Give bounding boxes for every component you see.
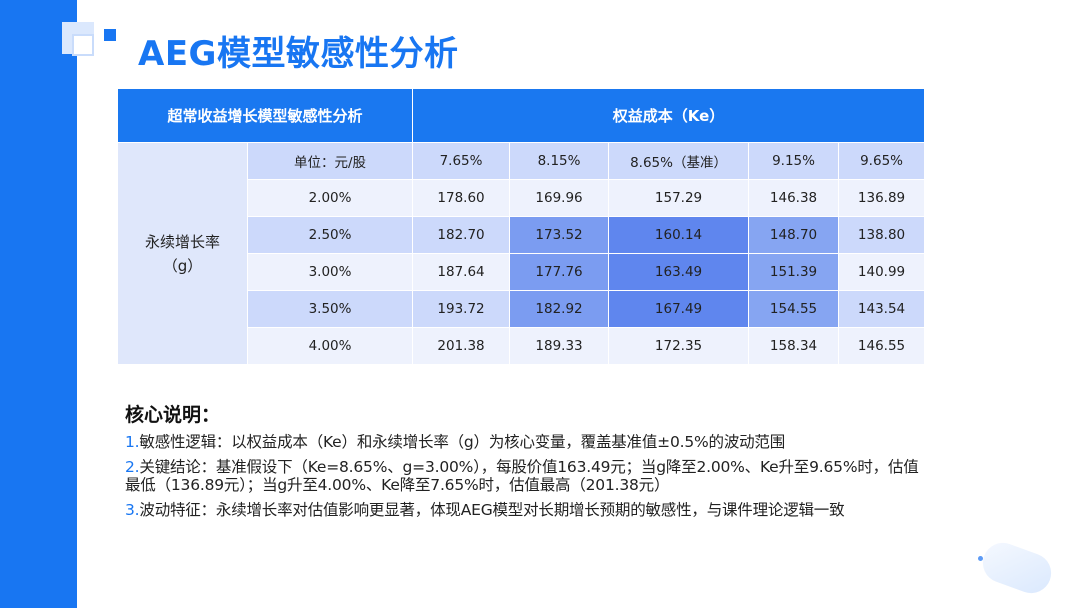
- g-value: 3.50%: [246, 290, 414, 328]
- table-cell: 173.52: [509, 216, 610, 254]
- ke-header: 权益成本（Ke）: [412, 88, 926, 143]
- ke-value: 9.15%: [748, 142, 840, 180]
- table-cell: 146.38: [748, 179, 840, 217]
- table-cell: 193.72: [412, 290, 511, 328]
- note-item: 2.关键结论：基准假设下（Ke=8.65%、g=3.00%），每股价值163.4…: [125, 458, 925, 494]
- table-cell: 177.76: [509, 253, 610, 291]
- table-cell: 151.39: [748, 253, 840, 291]
- ke-value: 9.65%: [838, 142, 926, 180]
- note-text: 关键结论：基准假设下（Ke=8.65%、g=3.00%），每股价值163.49元…: [125, 458, 919, 494]
- table-cell: 201.38: [412, 327, 511, 365]
- sensitivity-table: 超常收益增长模型敏感性分析 权益成本（Ke） 永续增长率 （g） 单位：元/股 7…: [116, 88, 926, 365]
- table-cell: 182.92: [509, 290, 610, 328]
- note-text: 敏感性逻辑：以权益成本（Ke）和永续增长率（g）为核心变量，覆盖基准值±0.5%…: [139, 433, 786, 451]
- left-accent-bar: [0, 0, 77, 608]
- g-value: 2.00%: [246, 179, 414, 217]
- ke-value: 8.65%（基准）: [608, 142, 750, 180]
- g-row-header-label: 永续增长率 （g）: [144, 232, 220, 275]
- table-cell: 140.99: [838, 253, 926, 291]
- note-item: 3.波动特征：永续增长率对估值影响更显著，体现AEG模型对长期增长预期的敏感性，…: [125, 501, 925, 519]
- note-item: 1.敏感性逻辑：以权益成本（Ke）和永续增长率（g）为核心变量，覆盖基准值±0.…: [125, 433, 925, 451]
- table-row: 2.50% 182.70 173.52 160.14 148.70 138.80: [118, 216, 926, 254]
- unit-label: 单位：元/股: [246, 142, 414, 180]
- table-cell: 178.60: [412, 179, 511, 217]
- table-cell: 146.55: [838, 327, 926, 365]
- decorative-dot: [978, 556, 983, 561]
- decorative-blob: [977, 537, 1057, 599]
- decorative-square-outline: [72, 34, 94, 56]
- table-cell: 143.54: [838, 290, 926, 328]
- g-value: 3.00%: [246, 253, 414, 291]
- table-cell: 187.64: [412, 253, 511, 291]
- table-corner-header: 超常收益增长模型敏感性分析: [116, 88, 414, 143]
- decorative-square-small: [104, 29, 116, 41]
- table-cell: 158.34: [748, 327, 840, 365]
- table-cell: 182.70: [412, 216, 511, 254]
- table-cell: 148.70: [748, 216, 840, 254]
- notes-section: 核心说明： 1.敏感性逻辑：以权益成本（Ke）和永续增长率（g）为核心变量，覆盖…: [125, 400, 925, 526]
- g-row-header: 永续增长率 （g）: [117, 142, 248, 365]
- table-cell: 167.49: [608, 290, 750, 328]
- page-title: AEG模型敏感性分析: [138, 34, 459, 74]
- note-number: 1.: [125, 433, 140, 451]
- ke-value: 8.15%: [509, 142, 610, 180]
- table-row: 2.00% 178.60 169.96 157.29 146.38 136.89: [118, 179, 926, 217]
- notes-heading: 核心说明：: [125, 404, 221, 426]
- table-cell: 172.35: [608, 327, 750, 365]
- table-cell: 163.49: [608, 253, 750, 291]
- table-cell: 160.14: [608, 216, 750, 254]
- table-cell: 136.89: [838, 179, 926, 217]
- note-number: 3.: [125, 501, 140, 519]
- g-value: 4.00%: [246, 327, 414, 365]
- note-text: 波动特征：永续增长率对估值影响更显著，体现AEG模型对长期增长预期的敏感性，与课…: [139, 501, 845, 519]
- table-cell: 169.96: [509, 179, 610, 217]
- table-cell: 154.55: [748, 290, 840, 328]
- table-cell: 189.33: [509, 327, 610, 365]
- note-number: 2.: [125, 458, 140, 476]
- table-cell: 138.80: [838, 216, 926, 254]
- table-row: 3.00% 187.64 177.76 163.49 151.39 140.99: [118, 253, 926, 291]
- table-row: 4.00% 201.38 189.33 172.35 158.34 146.55: [118, 327, 926, 365]
- g-value: 2.50%: [246, 216, 414, 254]
- ke-value: 7.65%: [412, 142, 511, 180]
- table-cell: 157.29: [608, 179, 750, 217]
